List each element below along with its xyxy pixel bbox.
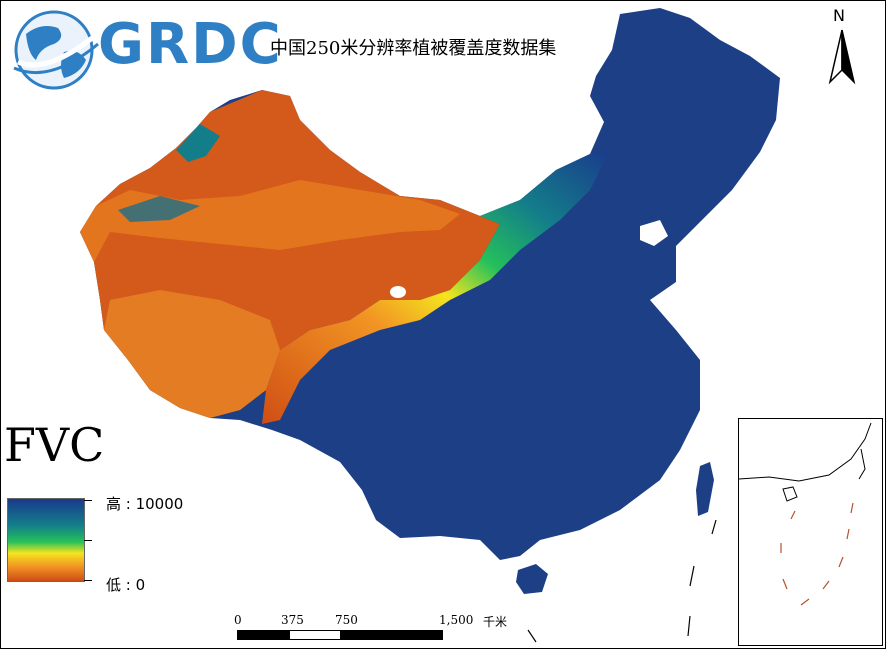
scale-tick-label: 750	[335, 613, 358, 627]
north-arrow-icon	[828, 29, 856, 85]
legend-color-ramp	[7, 498, 85, 582]
scale-segment	[289, 630, 341, 640]
hainan-island	[516, 564, 548, 594]
legend-low-label: 低 : 0	[106, 576, 146, 594]
northwest-forest	[176, 124, 220, 162]
tianshan-forest	[118, 196, 200, 222]
legend-title: FVC	[4, 418, 105, 472]
north-label: N	[833, 6, 845, 25]
map-title: 中国250米分辨率植被覆盖度数据集	[270, 38, 557, 59]
inset-map	[738, 422, 872, 606]
scale-segment	[341, 630, 443, 640]
transition-zone	[262, 150, 610, 424]
scale-tick-label: 1,500	[439, 613, 474, 627]
scale-tick-label: 375	[281, 613, 304, 627]
scale-unit-label: 千米	[483, 615, 508, 629]
south-china-sea-inset	[738, 418, 883, 646]
legend-tick-low	[84, 580, 92, 581]
scale-segment	[237, 630, 289, 640]
bohai-sea	[640, 220, 668, 246]
legend-high-label: 高 : 10000	[106, 495, 184, 513]
plateau-orange	[104, 290, 280, 418]
taiwan-island	[696, 462, 714, 516]
qinghai-lake	[390, 286, 406, 298]
logo-text: GRDC	[98, 12, 283, 77]
legend-tick-mid	[84, 540, 92, 541]
legend-tick-high	[84, 500, 92, 501]
globe-logo-icon	[13, 10, 99, 90]
scale-tick-label: 0	[234, 613, 242, 627]
